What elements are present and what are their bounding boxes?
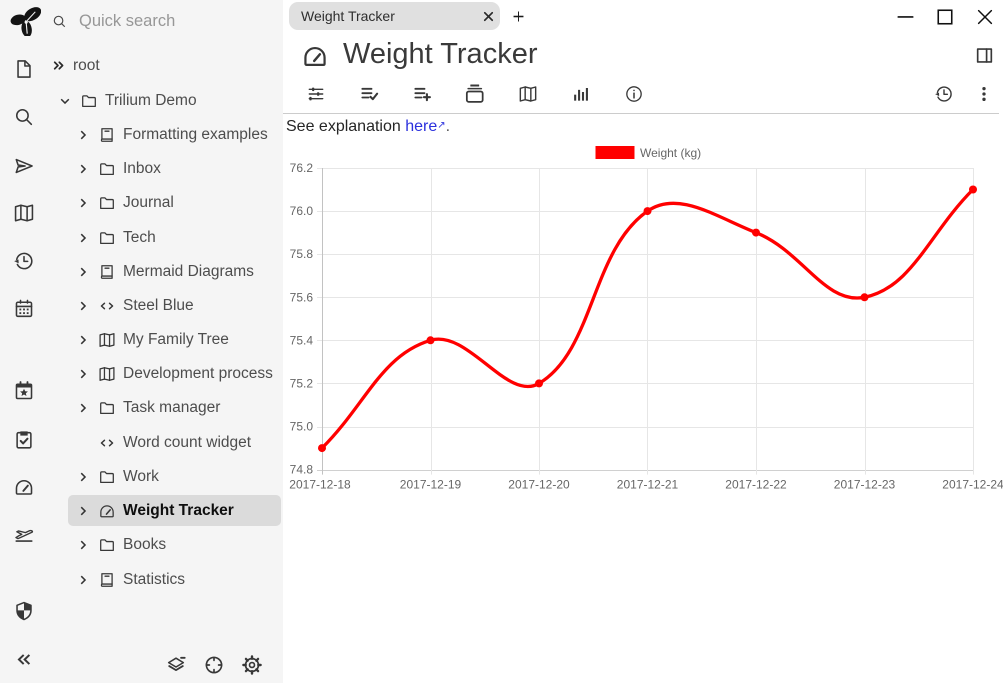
svg-text:75.0: 75.0 xyxy=(290,420,314,434)
svg-text:Weight (kg): Weight (kg) xyxy=(640,146,701,160)
svg-text:75.4: 75.4 xyxy=(290,333,314,347)
svg-text:2017-12-20: 2017-12-20 xyxy=(508,478,570,492)
svg-text:75.8: 75.8 xyxy=(290,247,314,261)
svg-text:75.6: 75.6 xyxy=(290,290,314,304)
svg-text:2017-12-21: 2017-12-21 xyxy=(617,478,679,492)
svg-text:2017-12-19: 2017-12-19 xyxy=(400,478,462,492)
svg-text:75.2: 75.2 xyxy=(290,376,314,390)
svg-text:2017-12-23: 2017-12-23 xyxy=(834,478,896,492)
svg-text:74.8: 74.8 xyxy=(290,463,314,477)
svg-text:2017-12-18: 2017-12-18 xyxy=(289,478,351,492)
svg-text:76.0: 76.0 xyxy=(290,204,314,218)
svg-text:76.2: 76.2 xyxy=(290,161,314,175)
svg-text:2017-12-24: 2017-12-24 xyxy=(942,478,1003,492)
svg-text:2017-12-22: 2017-12-22 xyxy=(725,478,787,492)
